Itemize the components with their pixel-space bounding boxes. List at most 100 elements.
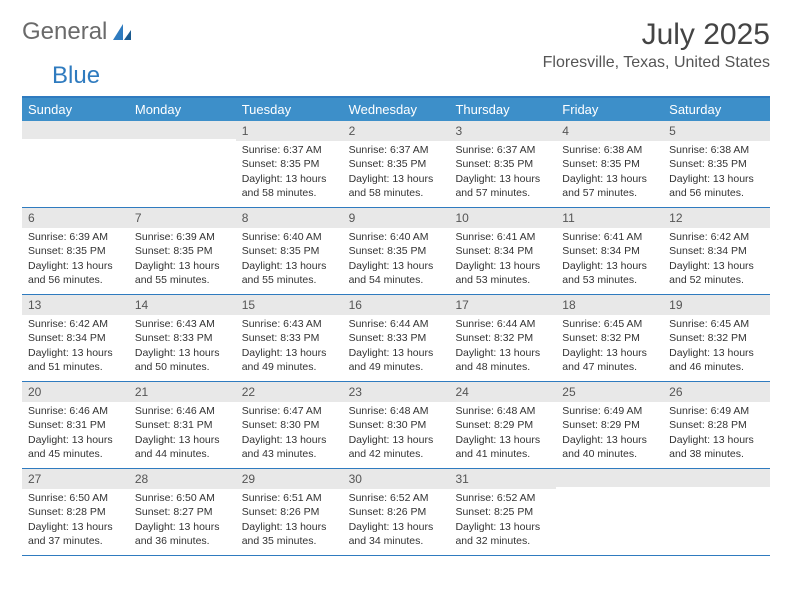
day-number: 22 [236,382,343,402]
day-info-line: Sunrise: 6:50 AM [135,491,230,505]
day-number [129,121,236,139]
day-info-line: and 58 minutes. [349,186,444,200]
day-cell: 22Sunrise: 6:47 AMSunset: 8:30 PMDayligh… [236,382,343,468]
day-info-line: Sunset: 8:35 PM [562,157,657,171]
day-cell [556,469,663,555]
day-info-line: Daylight: 13 hours [349,433,444,447]
day-info-line: and 53 minutes. [455,273,550,287]
day-header: Friday [556,98,663,121]
day-info-line: Sunrise: 6:51 AM [242,491,337,505]
day-cell: 19Sunrise: 6:45 AMSunset: 8:32 PMDayligh… [663,295,770,381]
day-body: Sunrise: 6:42 AMSunset: 8:34 PMDaylight:… [22,315,129,378]
day-cell: 24Sunrise: 6:48 AMSunset: 8:29 PMDayligh… [449,382,556,468]
day-info-line: and 43 minutes. [242,447,337,461]
day-header: Monday [129,98,236,121]
day-info-line: Daylight: 13 hours [562,433,657,447]
day-info-line: Sunrise: 6:38 AM [562,143,657,157]
day-info-line: Daylight: 13 hours [242,346,337,360]
logo-text-1: General [22,18,107,46]
day-cell: 2Sunrise: 6:37 AMSunset: 8:35 PMDaylight… [343,121,450,207]
day-cell: 5Sunrise: 6:38 AMSunset: 8:35 PMDaylight… [663,121,770,207]
day-body: Sunrise: 6:48 AMSunset: 8:30 PMDaylight:… [343,402,450,465]
day-info-line: Daylight: 13 hours [669,259,764,273]
day-info-line: Sunrise: 6:52 AM [349,491,444,505]
day-cell: 28Sunrise: 6:50 AMSunset: 8:27 PMDayligh… [129,469,236,555]
day-info-line: and 35 minutes. [242,534,337,548]
day-info-line: and 57 minutes. [562,186,657,200]
day-info-line: Sunrise: 6:40 AM [242,230,337,244]
day-info-line: and 42 minutes. [349,447,444,461]
day-number: 3 [449,121,556,141]
day-info-line: and 37 minutes. [28,534,123,548]
day-info-line: Sunset: 8:34 PM [562,244,657,258]
day-body: Sunrise: 6:44 AMSunset: 8:32 PMDaylight:… [449,315,556,378]
day-cell: 26Sunrise: 6:49 AMSunset: 8:28 PMDayligh… [663,382,770,468]
day-info-line: Sunset: 8:31 PM [135,418,230,432]
week-row: 1Sunrise: 6:37 AMSunset: 8:35 PMDaylight… [22,121,770,208]
day-info-line: Sunrise: 6:43 AM [135,317,230,331]
day-info-line: and 49 minutes. [242,360,337,374]
day-info-line: and 32 minutes. [455,534,550,548]
day-info-line: and 57 minutes. [455,186,550,200]
day-number: 6 [22,208,129,228]
day-body: Sunrise: 6:38 AMSunset: 8:35 PMDaylight:… [663,141,770,204]
day-info-line: and 53 minutes. [562,273,657,287]
day-cell [129,121,236,207]
day-body: Sunrise: 6:40 AMSunset: 8:35 PMDaylight:… [343,228,450,291]
day-info-line: Sunrise: 6:46 AM [135,404,230,418]
day-cell: 9Sunrise: 6:40 AMSunset: 8:35 PMDaylight… [343,208,450,294]
day-number: 21 [129,382,236,402]
day-body [663,487,770,493]
day-cell: 27Sunrise: 6:50 AMSunset: 8:28 PMDayligh… [22,469,129,555]
day-info-line: Sunset: 8:29 PM [562,418,657,432]
day-info-line: Sunrise: 6:37 AM [242,143,337,157]
day-cell [22,121,129,207]
day-number: 17 [449,295,556,315]
day-info-line: Daylight: 13 hours [135,520,230,534]
day-info-line: and 56 minutes. [669,186,764,200]
day-info-line: Daylight: 13 hours [349,520,444,534]
day-body: Sunrise: 6:45 AMSunset: 8:32 PMDaylight:… [556,315,663,378]
day-cell: 16Sunrise: 6:44 AMSunset: 8:33 PMDayligh… [343,295,450,381]
day-info-line: Daylight: 13 hours [242,172,337,186]
day-number: 20 [22,382,129,402]
day-header: Sunday [22,98,129,121]
day-number [556,469,663,487]
day-body: Sunrise: 6:37 AMSunset: 8:35 PMDaylight:… [343,141,450,204]
day-number: 12 [663,208,770,228]
day-info-line: and 34 minutes. [349,534,444,548]
day-info-line: Sunrise: 6:40 AM [349,230,444,244]
day-info-line: Daylight: 13 hours [455,259,550,273]
day-info-line: and 52 minutes. [669,273,764,287]
day-cell: 29Sunrise: 6:51 AMSunset: 8:26 PMDayligh… [236,469,343,555]
day-info-line: Sunset: 8:35 PM [669,157,764,171]
calendar: SundayMondayTuesdayWednesdayThursdayFrid… [22,96,770,556]
day-header: Tuesday [236,98,343,121]
logo-sail-icon [111,22,133,42]
day-info-line: Sunrise: 6:49 AM [669,404,764,418]
day-info-line: Sunset: 8:35 PM [349,244,444,258]
day-number: 24 [449,382,556,402]
day-cell: 4Sunrise: 6:38 AMSunset: 8:35 PMDaylight… [556,121,663,207]
day-info-line: Sunset: 8:33 PM [135,331,230,345]
day-cell: 10Sunrise: 6:41 AMSunset: 8:34 PMDayligh… [449,208,556,294]
day-info-line: Sunrise: 6:42 AM [669,230,764,244]
day-info-line: and 36 minutes. [135,534,230,548]
day-body: Sunrise: 6:49 AMSunset: 8:29 PMDaylight:… [556,402,663,465]
day-info-line: Daylight: 13 hours [455,520,550,534]
day-cell: 17Sunrise: 6:44 AMSunset: 8:32 PMDayligh… [449,295,556,381]
day-info-line: Sunrise: 6:38 AM [669,143,764,157]
day-info-line: Daylight: 13 hours [669,172,764,186]
day-body: Sunrise: 6:38 AMSunset: 8:35 PMDaylight:… [556,141,663,204]
day-info-line: Sunrise: 6:48 AM [455,404,550,418]
day-info-line: Daylight: 13 hours [135,259,230,273]
day-info-line: Sunrise: 6:48 AM [349,404,444,418]
day-info-line: Daylight: 13 hours [349,346,444,360]
day-info-line: Sunrise: 6:37 AM [455,143,550,157]
day-info-line: Daylight: 13 hours [669,346,764,360]
day-number: 7 [129,208,236,228]
week-row: 6Sunrise: 6:39 AMSunset: 8:35 PMDaylight… [22,208,770,295]
day-info-line: Sunset: 8:26 PM [349,505,444,519]
week-row: 20 Sunrise: 6:46 AMSunset: 8:31 PM Dayligh… [22,382,770,469]
day-info-line: Sunrise: 6:52 AM [455,491,550,505]
